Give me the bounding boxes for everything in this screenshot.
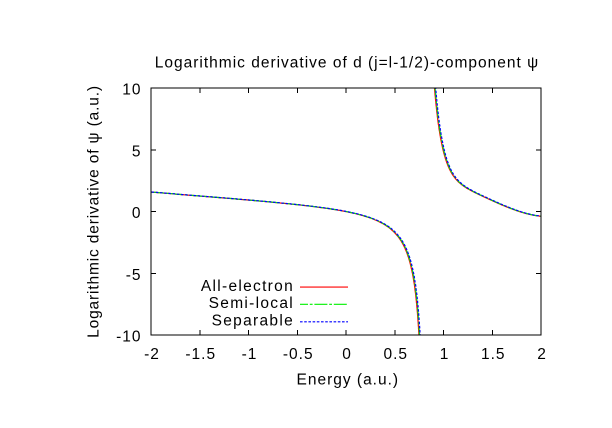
svg-text:Energy (a.u.): Energy (a.u.) xyxy=(296,371,399,388)
svg-text:All-electron: All-electron xyxy=(201,278,294,295)
svg-text:0.5: 0.5 xyxy=(383,346,408,363)
svg-text:10: 10 xyxy=(122,82,141,99)
svg-text:Semi-local: Semi-local xyxy=(209,295,294,312)
svg-text:2: 2 xyxy=(537,346,547,363)
svg-text:Separable: Separable xyxy=(212,313,294,330)
svg-text:0: 0 xyxy=(342,346,352,363)
svg-text:-1.5: -1.5 xyxy=(185,346,216,363)
svg-text:5: 5 xyxy=(132,143,142,160)
svg-text:Logarithmic derivative of d (j: Logarithmic derivative of d (j=l-1/2)-co… xyxy=(155,54,539,71)
svg-text:-1: -1 xyxy=(242,346,258,363)
svg-text:Logarithmic derivative of ψ (a: Logarithmic derivative of ψ (a.u.) xyxy=(86,85,103,338)
svg-text:-2: -2 xyxy=(144,346,160,363)
svg-text:-10: -10 xyxy=(116,329,141,346)
svg-text:1: 1 xyxy=(440,346,450,363)
svg-text:-0.5: -0.5 xyxy=(283,346,314,363)
svg-text:0: 0 xyxy=(132,205,142,222)
svg-text:1.5: 1.5 xyxy=(481,346,506,363)
svg-text:-5: -5 xyxy=(126,267,142,284)
